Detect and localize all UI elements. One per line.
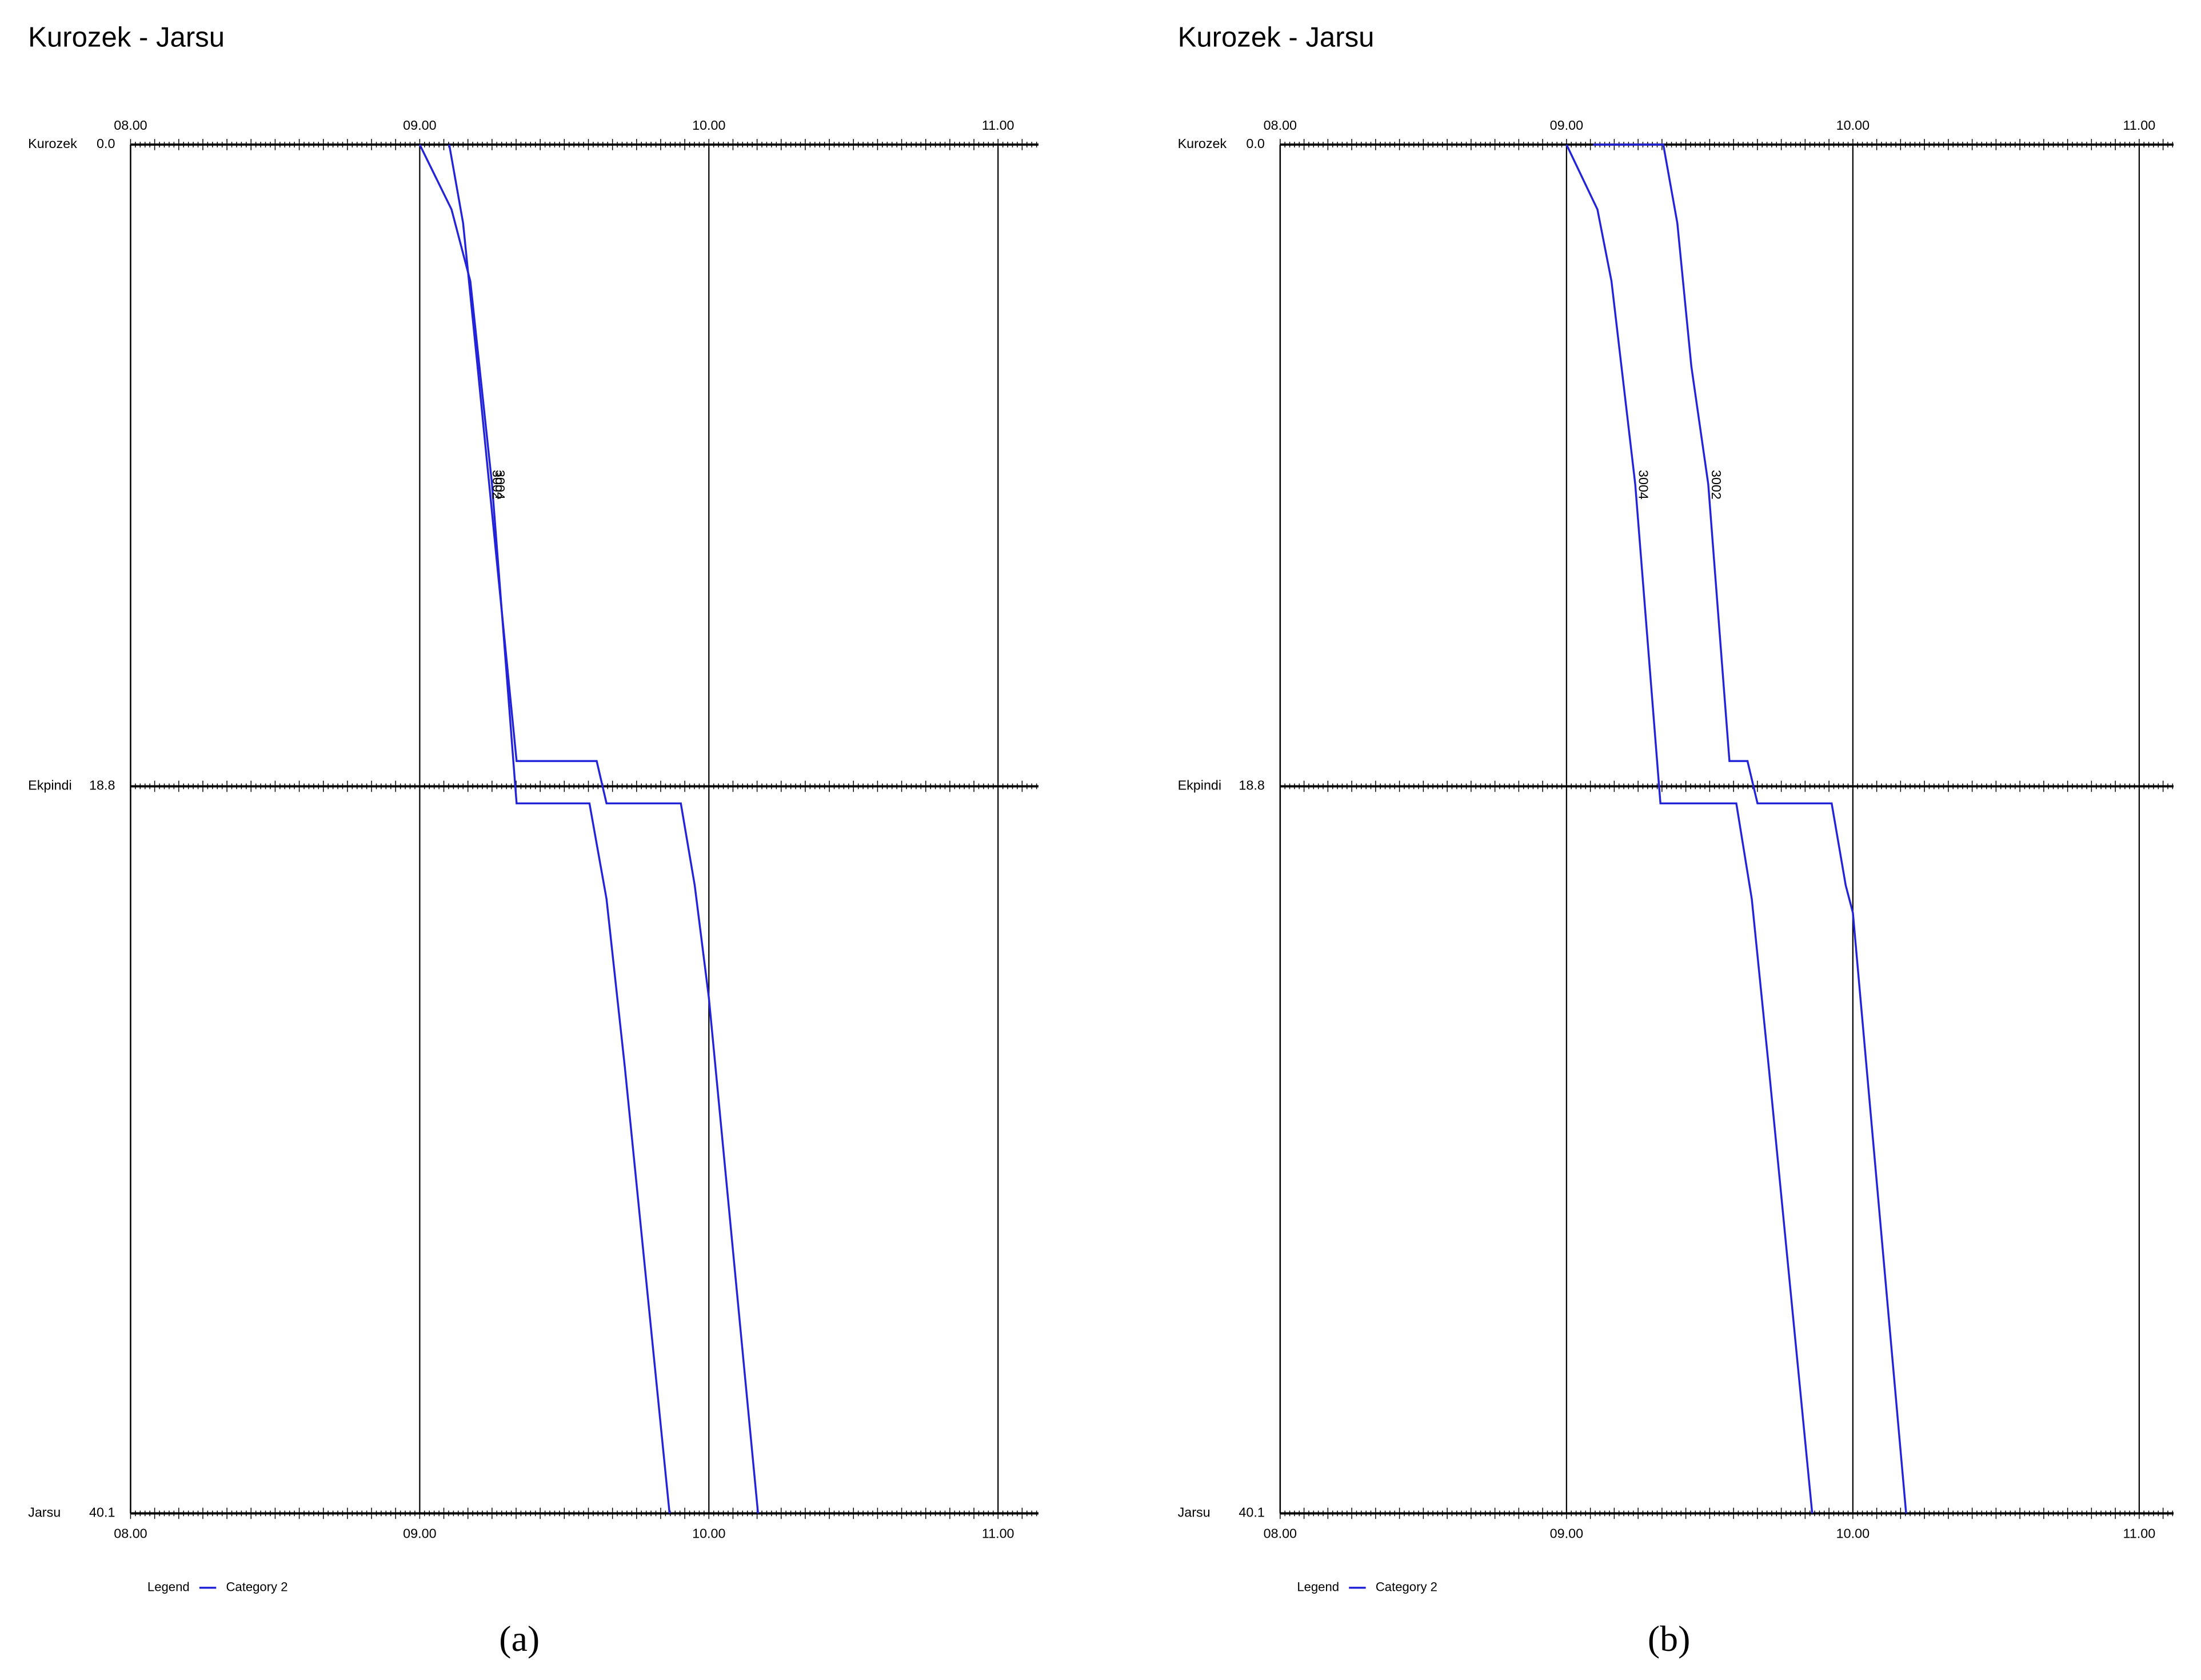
x-tick-label: 09.00 — [1550, 1526, 1583, 1541]
y-tick-label: 0.0 — [97, 136, 115, 151]
train-line — [418, 144, 671, 1514]
chart-title: Kurozek - Jarsu — [28, 22, 225, 53]
x-tick-label: 09.00 — [1550, 118, 1583, 133]
train-number: 3002 — [1709, 470, 1724, 500]
train-line — [1593, 143, 1907, 1514]
x-tick-label: 09.00 — [403, 1526, 436, 1541]
legend-title: Legend — [1297, 1579, 1339, 1594]
y-tick-label: 40.1 — [89, 1505, 115, 1520]
x-tick-label: 10.00 — [1836, 118, 1870, 133]
train-line — [448, 144, 760, 1514]
legend-title: Legend — [147, 1579, 190, 1594]
minor-ticks — [130, 1507, 1037, 1519]
x-tick-label: 10.00 — [1836, 1526, 1870, 1541]
station-name: Kurozek — [28, 136, 77, 151]
x-tick-label: 09.00 — [403, 118, 436, 133]
x-tick-label: 08.00 — [1264, 1526, 1297, 1541]
minor-ticks — [1280, 1507, 2174, 1519]
station-name: Kurozek — [1178, 136, 1227, 151]
x-tick-label: 11.00 — [982, 118, 1014, 133]
x-tick-label: 08.00 — [114, 118, 147, 133]
chart-title: Kurozek - Jarsu — [1178, 22, 1375, 53]
train-number: 3002 — [490, 470, 505, 500]
minor-ticks — [1280, 139, 2174, 150]
x-tick-label: 08.00 — [1264, 118, 1297, 133]
x-tick-label: 11.00 — [982, 1526, 1014, 1541]
y-tick-label: 0.0 — [1246, 136, 1264, 151]
train-line — [1565, 144, 1813, 1514]
y-tick-label: 18.8 — [89, 778, 115, 793]
x-tick-label: 08.00 — [114, 1526, 147, 1541]
station-name: Jarsu — [28, 1505, 61, 1520]
minor-ticks — [130, 139, 1037, 150]
panel-label: (a) — [499, 1618, 540, 1659]
station-name: Jarsu — [1178, 1505, 1211, 1520]
y-tick-label: 40.1 — [1239, 1505, 1264, 1520]
x-tick-label: 11.00 — [2123, 1526, 2156, 1541]
x-tick-label: 10.00 — [692, 118, 725, 133]
legend-label: Category 2 — [226, 1579, 287, 1594]
panel-label: (b) — [1648, 1618, 1690, 1659]
station-name: Ekpindi — [1178, 778, 1222, 793]
train-number: 3004 — [493, 470, 508, 500]
train-number: 3004 — [1636, 470, 1651, 500]
station-name: Ekpindi — [28, 778, 72, 793]
minor-ticks — [1280, 780, 2174, 792]
minor-ticks — [130, 780, 1037, 792]
y-tick-label: 18.8 — [1239, 778, 1264, 793]
legend-label: Category 2 — [1376, 1579, 1437, 1594]
x-tick-label: 11.00 — [2123, 118, 2156, 133]
x-tick-label: 10.00 — [692, 1526, 725, 1541]
